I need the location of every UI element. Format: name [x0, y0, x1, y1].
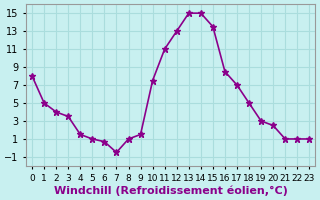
X-axis label: Windchill (Refroidissement éolien,°C): Windchill (Refroidissement éolien,°C) [54, 185, 288, 196]
